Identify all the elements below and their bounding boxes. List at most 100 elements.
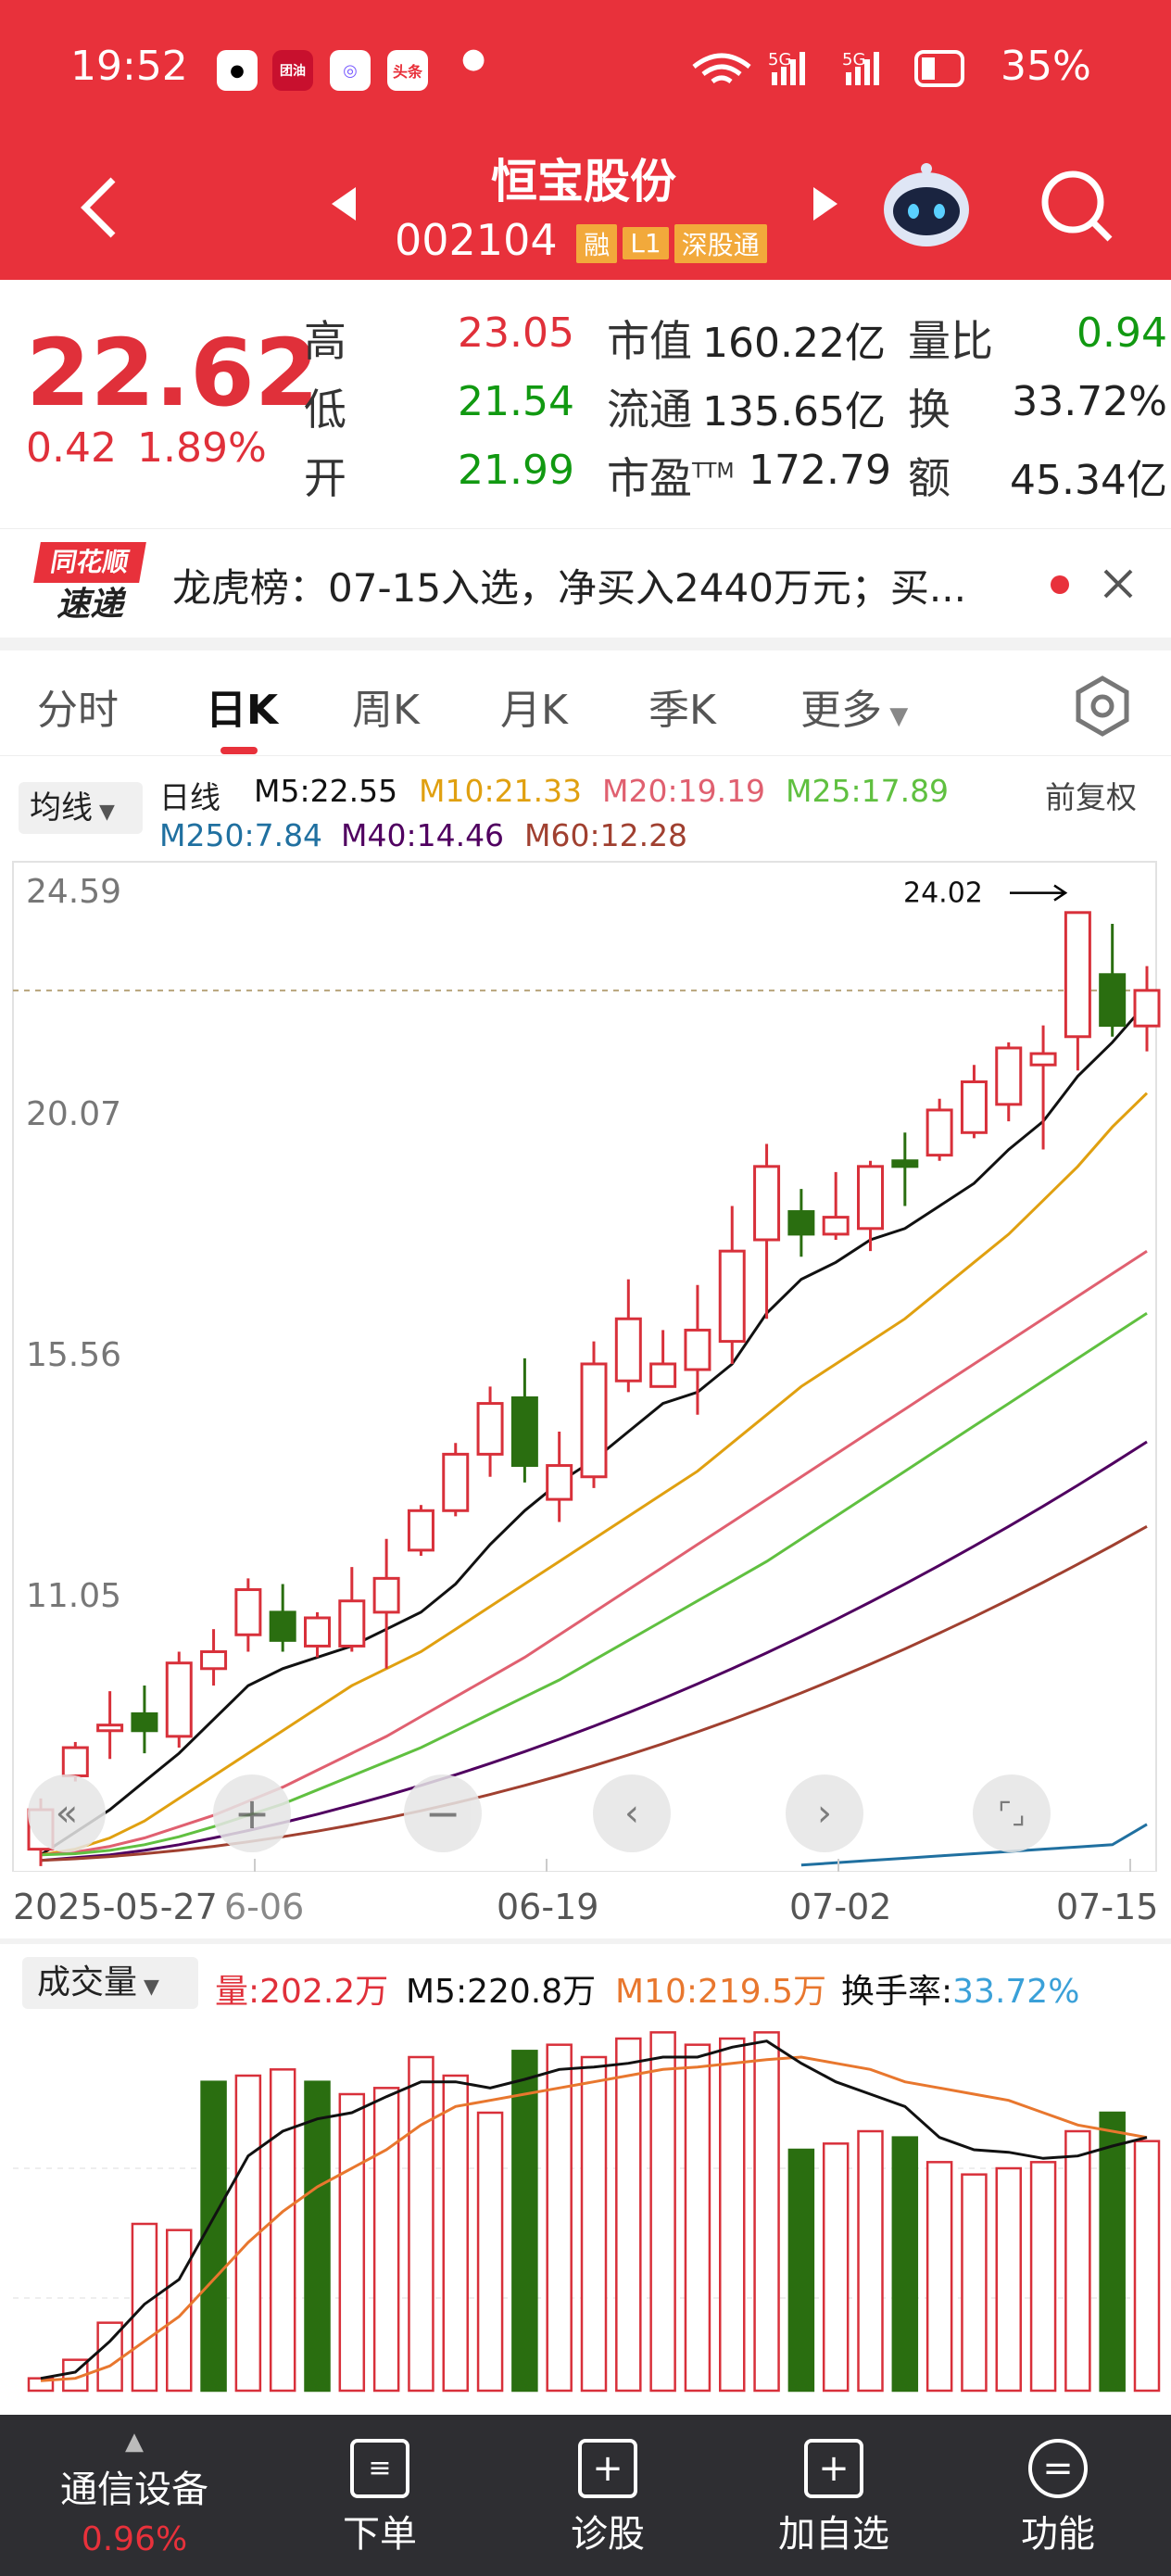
x-axis-label: 07-02 xyxy=(789,1887,892,1927)
candle-body xyxy=(1133,989,1161,1028)
tab-weekly-k[interactable]: 周K xyxy=(352,687,420,734)
tab-daily-k[interactable]: 日K xyxy=(206,687,279,734)
battery-icon xyxy=(914,50,964,87)
functions-button[interactable]: = 功能 xyxy=(984,2415,1132,2576)
candle xyxy=(1133,966,1161,1052)
candle xyxy=(1064,911,1091,1071)
tab-intraday[interactable]: 分时 xyxy=(37,687,119,734)
volume-bar xyxy=(1133,2140,1161,2393)
pe-value: 172.79 xyxy=(749,447,891,494)
back-icon[interactable] xyxy=(78,174,119,241)
candle-body xyxy=(614,1317,642,1383)
candle-body xyxy=(995,1046,1023,1106)
candle xyxy=(787,1189,815,1257)
volume-bar xyxy=(131,2222,158,2393)
unread-dot xyxy=(1051,575,1069,594)
candle-body xyxy=(580,1362,608,1479)
volume-bar xyxy=(166,2229,193,2393)
volume-legend: 量:202.2万 xyxy=(215,1973,389,2011)
expand-up-icon: ▲ xyxy=(125,2428,144,2456)
candle xyxy=(718,1206,746,1364)
volume-bar xyxy=(995,2166,1022,2393)
indicator-selector[interactable]: 均线 ▼ xyxy=(19,782,143,834)
adjust-mode[interactable]: 前复权 xyxy=(1045,779,1137,815)
candle-body xyxy=(857,1165,884,1231)
scroll-start-button[interactable]: « xyxy=(28,1774,106,1852)
high-label: 高 xyxy=(304,316,346,366)
settings-icon[interactable] xyxy=(1071,675,1134,738)
candle xyxy=(891,1132,919,1206)
candle-body xyxy=(338,1599,366,1648)
fullscreen-button[interactable]: ⌜⌟ xyxy=(973,1774,1051,1852)
candle-body xyxy=(165,1661,193,1738)
candle xyxy=(614,1279,642,1393)
badge-margin: 融 xyxy=(576,223,618,263)
volume-bar xyxy=(753,2031,780,2393)
status-time: 19:52 xyxy=(70,43,188,90)
prev-icon: ‹ xyxy=(624,1792,639,1835)
sector-change: 0.96% xyxy=(81,2520,188,2558)
zoom-in-button[interactable]: + xyxy=(213,1774,291,1852)
qq-icon: ● xyxy=(217,50,258,91)
tab-quarterly-k[interactable]: 季K xyxy=(648,687,716,734)
order-icon: ≡ xyxy=(350,2439,409,2498)
candle xyxy=(61,1741,89,1782)
period-tabs: 分时 日K 周K 月K 季K 更多 ▼ xyxy=(0,650,1171,756)
candle xyxy=(476,1386,504,1477)
signal-icons: 5G 5G xyxy=(692,50,964,87)
tab-monthly-k[interactable]: 月K xyxy=(500,687,568,734)
ma60-legend: M60:12.28 xyxy=(524,817,688,853)
float-cap-value: 135.65亿 xyxy=(702,388,886,436)
tab-more[interactable]: 更多 ▼ xyxy=(800,687,909,734)
candle xyxy=(510,1357,538,1483)
pe-label: 市盈TTM xyxy=(607,453,735,503)
amount-value: 45.34亿 xyxy=(1010,457,1167,504)
section-divider xyxy=(0,638,1171,650)
volume-ratio-value: 0.94 xyxy=(1077,309,1167,357)
stock-code: 002104 xyxy=(395,215,558,265)
volume-chart[interactable] xyxy=(0,2011,1171,2400)
float-cap-label: 流通 xyxy=(607,385,692,435)
y-tick-label: 11.05 xyxy=(26,1577,122,1615)
next-stock-icon[interactable] xyxy=(812,185,839,222)
robot-assistant-icon[interactable] xyxy=(880,161,973,250)
close-icon[interactable] xyxy=(1102,568,1134,600)
ths-express-logo: 同花顺 速递 xyxy=(33,542,146,627)
amount-label: 额 xyxy=(908,453,951,503)
zoom-out-button[interactable]: − xyxy=(404,1774,482,1852)
diagnose-button[interactable]: + 诊股 xyxy=(534,2415,682,2576)
candle xyxy=(338,1567,366,1652)
sector-entry[interactable]: ▲ 通信设备 0.96% xyxy=(28,2415,241,2576)
x-axis-label: 07-15 xyxy=(1056,1887,1159,1927)
candle-body xyxy=(649,1362,677,1388)
candle xyxy=(925,1098,953,1161)
volume-bar xyxy=(304,2080,331,2393)
app-icon: ◎ xyxy=(330,50,371,91)
low-value: 21.54 xyxy=(458,378,574,425)
battery-text: 35% xyxy=(1001,43,1091,90)
add-watchlist-button[interactable]: + 加自选 xyxy=(760,2415,908,2576)
wifi-icon xyxy=(692,53,751,84)
next-candle-button[interactable]: › xyxy=(786,1774,863,1852)
prev-candle-button[interactable]: ‹ xyxy=(593,1774,671,1852)
volume-bar xyxy=(476,2111,504,2393)
candle-body xyxy=(1029,1052,1057,1067)
news-banner[interactable]: 同花顺 速递 龙虎榜：07-15入选，净买入2440万元；买... xyxy=(0,528,1171,638)
candle xyxy=(822,1171,850,1240)
sector-name: 通信设备 xyxy=(60,2469,208,2511)
candlestick-chart[interactable]: 24.027.10 xyxy=(0,852,1171,1872)
search-icon[interactable] xyxy=(1038,167,1115,245)
candle xyxy=(649,1330,677,1388)
order-button[interactable]: ≡ 下单 xyxy=(306,2415,454,2576)
turnover-label: 换 xyxy=(908,385,951,435)
functions-icon: = xyxy=(1028,2439,1088,2498)
candle-body xyxy=(960,1080,988,1134)
market-cap-value: 160.22亿 xyxy=(702,320,886,367)
volume-indicator-selector[interactable]: 成交量 ▼ xyxy=(22,1957,198,2009)
prev-stock-icon[interactable] xyxy=(330,185,358,222)
zoom-in-icon: + xyxy=(233,1788,271,1838)
candle-body xyxy=(822,1216,850,1236)
candle-body xyxy=(269,1610,296,1642)
high-marker-label: 24.02 xyxy=(903,878,983,910)
quote-panel: 22.62 0.42 1.89% 高 23.05 市值 160.22亿 量比 0… xyxy=(0,280,1171,528)
